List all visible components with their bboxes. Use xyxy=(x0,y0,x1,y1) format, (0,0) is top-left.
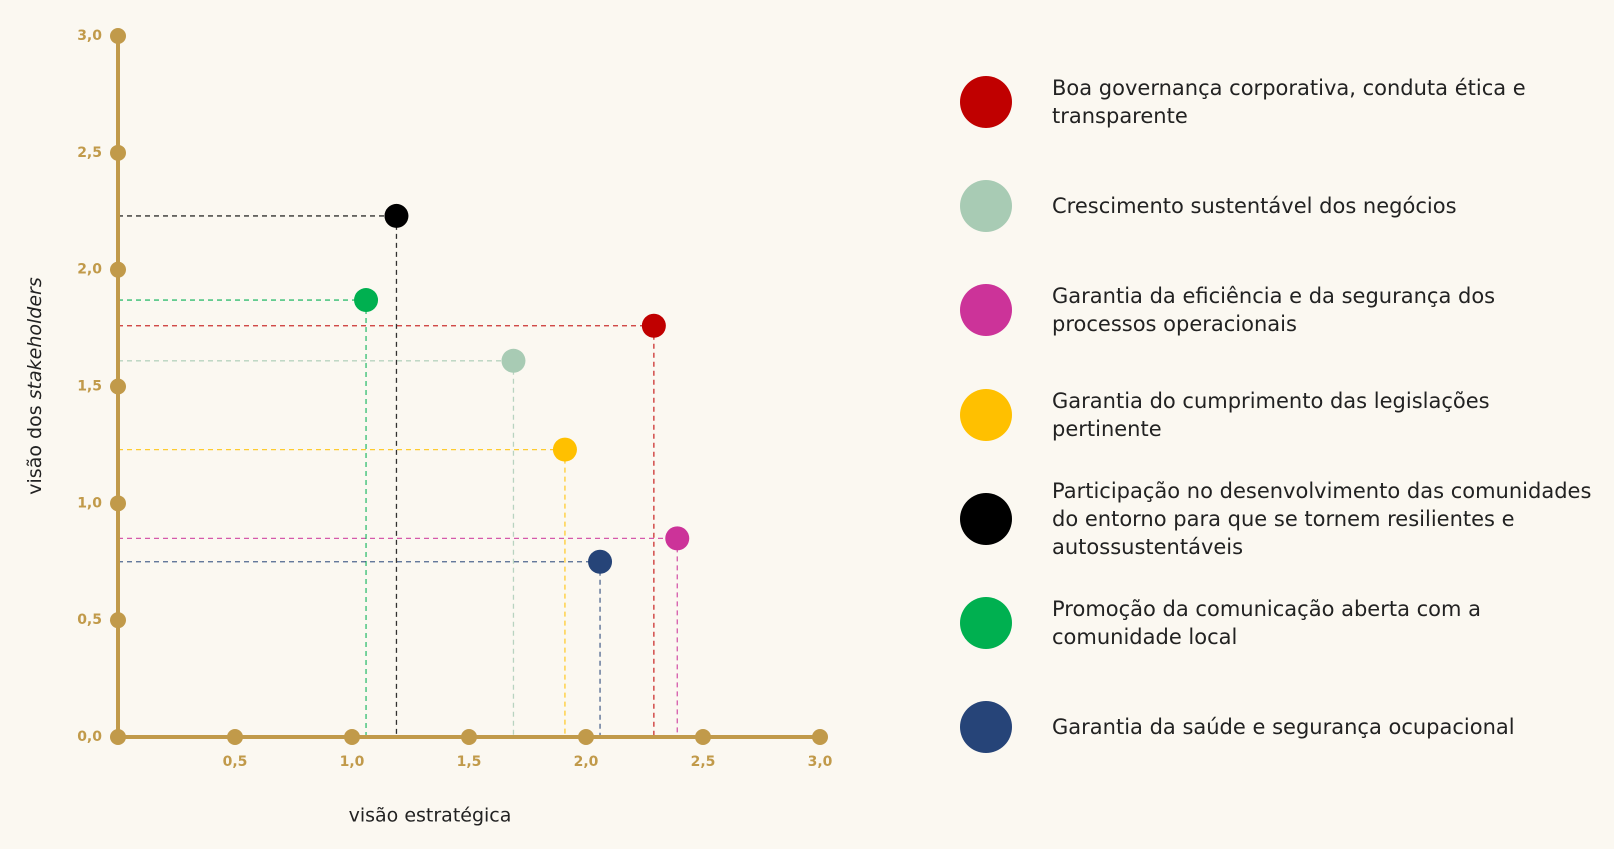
x-tick-dot xyxy=(344,729,360,745)
x-axis-label: visão estratégica xyxy=(349,805,512,827)
x-tick-dot xyxy=(812,729,828,745)
y-axis-label: visão dos stakeholders xyxy=(24,277,46,495)
legend-label: Garantia da saúde e segurança ocupaciona… xyxy=(1052,715,1515,740)
x-tick-label: 3,0 xyxy=(808,754,833,770)
y-tick-label: 0,0 xyxy=(77,729,102,745)
legend-swatch xyxy=(960,492,1012,545)
y-tick-dot xyxy=(110,261,126,278)
y-axis-label-italic: stakeholders xyxy=(24,277,46,399)
chart: visão estratégica visão dos stakeholders… xyxy=(24,28,833,827)
point xyxy=(588,549,613,574)
x-tick-dot xyxy=(227,729,243,745)
legend-item: Garantia da eficiência e da segurança do… xyxy=(960,270,1610,350)
legend-item: Garantia do cumprimento das legislações … xyxy=(960,375,1610,455)
legend-label: Participação no desenvolvimento das comu… xyxy=(1052,478,1592,559)
y-tick-dot xyxy=(110,612,126,629)
y-tick-dot xyxy=(110,378,126,395)
y-tick-label: 1,5 xyxy=(77,379,102,395)
legend-swatch xyxy=(960,180,1012,233)
legend-label: Garantia do cumprimento das legislações … xyxy=(1052,388,1490,441)
legend-item: Crescimento sustentável dos negócios xyxy=(960,166,1610,246)
point xyxy=(501,348,526,373)
x-tick-label: 0,5 xyxy=(223,754,248,770)
x-tick-label: 1,0 xyxy=(340,754,365,770)
y-tick-dot xyxy=(110,495,126,512)
point xyxy=(665,526,690,551)
y-tick-dot xyxy=(110,28,126,44)
x-tick-dot xyxy=(695,729,711,745)
y-tick-dot xyxy=(110,729,126,745)
x-tick-label: 1,5 xyxy=(457,754,482,770)
legend-label: Crescimento sustentável dos negócios xyxy=(1052,194,1457,219)
point xyxy=(641,313,666,338)
legend-item: Participação no desenvolvimento das comu… xyxy=(960,479,1610,559)
x-tick-dot xyxy=(461,729,477,745)
point xyxy=(384,203,409,228)
y-tick-label: 0,5 xyxy=(77,612,102,628)
y-tick-dot xyxy=(110,144,126,161)
legend-swatch xyxy=(960,76,1012,128)
legend-item: Promoção da comunicação aberta com a com… xyxy=(960,583,1610,663)
x-tick-label: 2,0 xyxy=(574,754,599,770)
point xyxy=(552,437,577,462)
legend-swatch xyxy=(960,388,1012,441)
legend-label: Garantia da eficiência e da segurança do… xyxy=(1052,284,1496,337)
legend-label: Promoção da comunicação aberta com a com… xyxy=(1052,597,1482,649)
point xyxy=(354,288,379,313)
legend-swatch xyxy=(960,597,1012,649)
legend-label: Boa governança corporativa, conduta étic… xyxy=(1052,76,1526,128)
y-axis-label-part: visão dos xyxy=(24,399,46,494)
legend-swatch xyxy=(960,284,1012,337)
legend-swatch xyxy=(960,701,1012,754)
legend-item: Boa governança corporativa, conduta étic… xyxy=(960,62,1610,142)
y-tick-label: 2,5 xyxy=(77,145,102,161)
x-tick-label: 2,5 xyxy=(691,754,716,770)
y-tick-label: 3,0 xyxy=(77,28,102,44)
x-tick-dot xyxy=(578,729,594,745)
y-tick-label: 1,0 xyxy=(77,495,102,511)
y-tick-label: 2,0 xyxy=(77,262,102,278)
legend-item: Garantia da saúde e segurança ocupaciona… xyxy=(960,687,1610,767)
